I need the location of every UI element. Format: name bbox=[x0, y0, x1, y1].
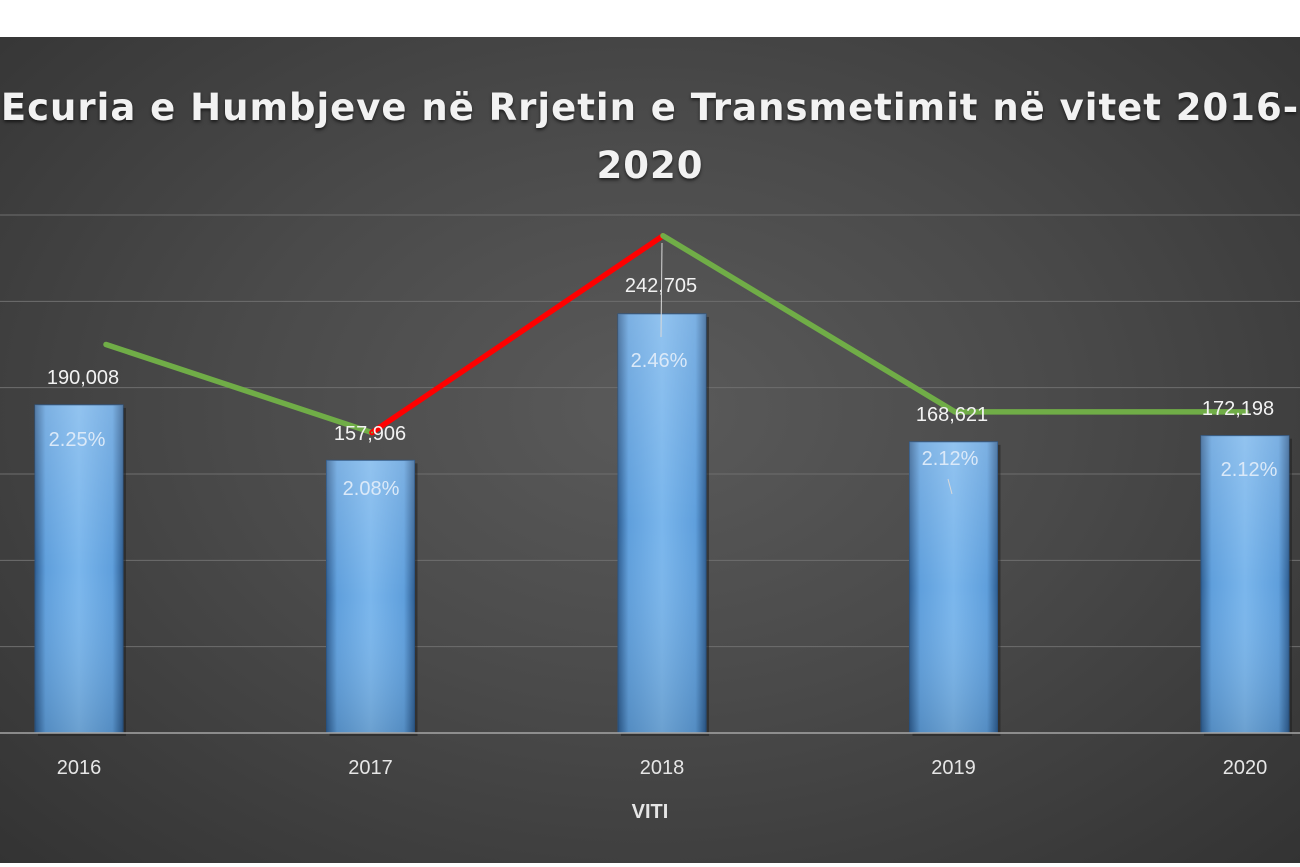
bar-2018 bbox=[617, 313, 709, 736]
line-segment bbox=[103, 341, 375, 436]
line-series bbox=[103, 232, 1249, 436]
plot-area: 190,008 157,906 242,705 168,621 172,198 2.25%… bbox=[0, 214, 1300, 779]
bar-2017 bbox=[326, 459, 418, 736]
bar-highlight bbox=[1201, 435, 1289, 733]
line-point bbox=[1245, 410, 1247, 413]
bar-series bbox=[34, 313, 1292, 736]
bar-highlight bbox=[326, 460, 415, 733]
bar-highlight bbox=[35, 404, 123, 733]
x-tick-label: 2016 bbox=[57, 757, 102, 779]
x-tick-label: 2019 bbox=[931, 757, 976, 779]
line-point bbox=[371, 431, 373, 434]
line-value-label: 2.25% bbox=[49, 429, 106, 451]
x-tick-label: 2017 bbox=[348, 757, 393, 779]
line-segment-highlight bbox=[369, 232, 666, 436]
x-axis: 2016 2017 2018 2019 2020 bbox=[0, 732, 1300, 779]
data-labels: 190,008 157,906 242,705 168,621 172,198 2.25%… bbox=[47, 242, 1278, 500]
line-segment bbox=[660, 232, 958, 415]
chart-area: Ecuria e Humbjeve në Rrjetin e Transmeti… bbox=[0, 37, 1300, 863]
bar-2019 bbox=[909, 441, 1001, 736]
bar-highlight bbox=[618, 313, 706, 733]
line-value-label: 2.08% bbox=[343, 478, 400, 500]
bar-value-label: 190,008 bbox=[47, 367, 119, 389]
line-value-label: 2.12% bbox=[1221, 459, 1278, 481]
line-value-label: 2.46% bbox=[631, 350, 688, 372]
line-point bbox=[954, 410, 956, 413]
x-tick-label: 2018 bbox=[640, 757, 685, 779]
line-point bbox=[662, 234, 664, 237]
bar-2016 bbox=[34, 404, 126, 736]
x-tick-label: 2020 bbox=[1223, 757, 1268, 779]
line-point bbox=[105, 343, 107, 346]
chart-title: Ecuria e Humbjeve në Rrjetin e Transmeti… bbox=[0, 86, 1300, 187]
bar-value-label: 157,906 bbox=[334, 423, 406, 445]
bar-value-label: 168,621 bbox=[916, 404, 988, 426]
leader-line bbox=[660, 242, 663, 338]
x-axis-title: VITI bbox=[631, 801, 669, 823]
line-value-label: 2.12% bbox=[922, 448, 979, 470]
bar-value-label: 172,198 bbox=[1202, 398, 1274, 420]
bar-value-label: 242,705 bbox=[625, 275, 697, 297]
leader-line bbox=[947, 478, 953, 495]
bar-highlight bbox=[909, 441, 998, 733]
bar-2020 bbox=[1200, 435, 1292, 736]
